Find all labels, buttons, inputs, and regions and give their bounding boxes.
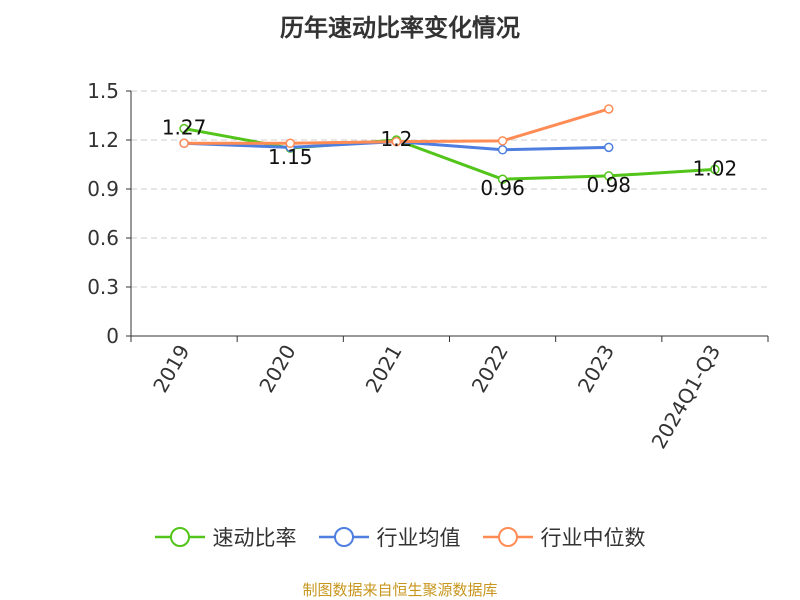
y-tick-label: 0.3 xyxy=(87,275,119,299)
data-point xyxy=(604,104,614,114)
legend-line-icon xyxy=(482,527,533,547)
legend: 速动比率 行业均值 行业中位数 xyxy=(0,522,800,552)
data-label: 1.15 xyxy=(268,145,313,169)
data-point xyxy=(285,138,295,149)
x-tick-label: 2021 xyxy=(361,341,407,397)
data-point xyxy=(497,174,508,184)
source-note: 制图数据来自恒生聚源数据库 xyxy=(302,581,498,599)
legend-line-icon xyxy=(318,527,369,547)
x-tick-label: 2019 xyxy=(148,341,194,397)
x-tick-label: 2020 xyxy=(254,341,300,397)
data-point xyxy=(497,136,508,146)
data-point xyxy=(179,138,189,149)
y-tick-label: 1.5 xyxy=(87,79,119,103)
data-label: 0.98 xyxy=(586,173,631,197)
data-label: 1.2 xyxy=(381,127,413,151)
legend-line-icon xyxy=(154,527,205,547)
chart-title: 历年速动比率变化情况 xyxy=(280,14,520,42)
data-point xyxy=(604,142,614,153)
data-point xyxy=(604,171,614,181)
data-point xyxy=(391,136,402,147)
data-point xyxy=(497,145,508,155)
legend-item[interactable]: 行业中位数 xyxy=(482,522,646,552)
data-label: 1.02 xyxy=(693,156,738,180)
data-point xyxy=(179,123,189,134)
x-tick-label: 2023 xyxy=(573,341,619,397)
data-label: 0.96 xyxy=(480,176,525,200)
legend-item[interactable]: 行业均值 xyxy=(318,522,461,552)
data-label: 1.27 xyxy=(162,116,207,140)
y-tick-label: 0.6 xyxy=(87,226,119,250)
legend-item[interactable]: 速动比率 xyxy=(154,522,297,552)
legend-label: 行业均值 xyxy=(376,526,461,550)
legend-label: 行业中位数 xyxy=(540,526,646,550)
x-tick-label: 2024Q1-Q3 xyxy=(647,341,726,453)
x-tick-label: 2022 xyxy=(467,341,513,397)
legend-label: 速动比率 xyxy=(212,526,297,550)
data-point xyxy=(710,164,720,175)
y-tick-label: 1.2 xyxy=(87,128,119,152)
series-line xyxy=(183,127,716,181)
y-tick-label: 0.9 xyxy=(87,177,119,201)
y-tick-label: 0 xyxy=(106,324,119,348)
